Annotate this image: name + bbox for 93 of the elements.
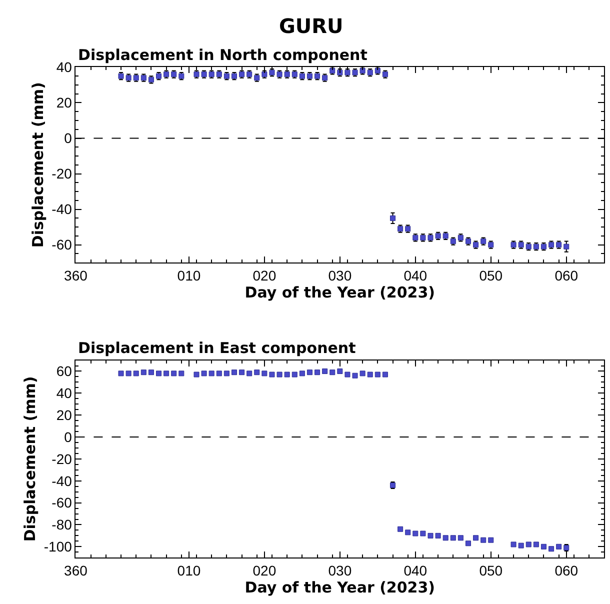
x-tick-label: 040 xyxy=(404,562,428,578)
y-tick-label: 20 xyxy=(56,94,72,111)
point xyxy=(526,542,532,548)
y-tick-label: -20 xyxy=(52,166,72,182)
y-tick-label: -100 xyxy=(44,538,72,555)
point xyxy=(269,372,275,378)
point xyxy=(164,370,170,376)
x-tick-label: 030 xyxy=(328,562,352,578)
point xyxy=(254,370,260,376)
point xyxy=(518,542,524,548)
x-tick-label: 030 xyxy=(328,267,352,284)
point xyxy=(473,535,479,541)
chart-title: GURU xyxy=(279,14,344,38)
point xyxy=(352,372,358,378)
point xyxy=(239,370,245,376)
point xyxy=(276,372,282,378)
point xyxy=(556,544,562,550)
y-tick-label: -60 xyxy=(52,494,72,511)
point xyxy=(360,370,366,376)
point xyxy=(533,542,539,548)
point xyxy=(450,535,456,541)
point xyxy=(412,530,418,536)
y-tick-label: -80 xyxy=(52,516,72,533)
y-tick-label: 0 xyxy=(64,130,72,146)
y-tick-label: 20 xyxy=(56,406,72,423)
y-tick-label: -60 xyxy=(52,236,72,253)
point xyxy=(548,546,554,552)
point xyxy=(337,368,343,374)
point xyxy=(148,370,154,376)
point xyxy=(231,370,237,376)
point xyxy=(428,532,434,538)
x-tick-label: 060 xyxy=(554,267,578,284)
x-tick-label: 360 xyxy=(64,267,88,284)
point xyxy=(284,372,290,378)
x-tick-label: 360 xyxy=(64,562,88,578)
x-axis-title: Day of the Year (2023) xyxy=(244,578,436,596)
point xyxy=(262,370,268,376)
point xyxy=(367,372,373,378)
point xyxy=(314,370,320,376)
point xyxy=(201,370,207,376)
point xyxy=(344,372,350,378)
y-axis-title: Displacement (mm) xyxy=(21,376,40,542)
point xyxy=(405,530,411,536)
point xyxy=(126,370,132,376)
point xyxy=(564,244,570,250)
point xyxy=(510,542,516,548)
point xyxy=(299,370,305,376)
x-tick-label: 050 xyxy=(479,562,503,578)
x-tick-label: 010 xyxy=(177,267,201,284)
point xyxy=(390,215,396,221)
point xyxy=(156,370,162,376)
y-tick-label: -40 xyxy=(52,201,72,218)
y-tick-label: -20 xyxy=(52,450,72,467)
point xyxy=(374,372,380,378)
x-tick-label: 060 xyxy=(554,562,578,578)
point xyxy=(216,370,222,376)
chart-subtitle: Displacement in East component xyxy=(78,339,356,357)
point xyxy=(118,370,124,376)
x-tick-label: 040 xyxy=(404,267,428,284)
x-tick-label: 020 xyxy=(252,562,276,578)
point xyxy=(306,370,312,376)
point xyxy=(420,530,426,536)
point xyxy=(465,540,471,546)
point xyxy=(382,372,388,378)
point xyxy=(178,370,184,376)
point xyxy=(133,370,139,376)
x-tick-label: 010 xyxy=(177,562,201,578)
point xyxy=(480,537,486,543)
point xyxy=(140,370,146,376)
point xyxy=(194,372,200,378)
point xyxy=(292,372,298,378)
y-tick-label: -40 xyxy=(52,472,72,489)
y-axis-title: Displacement (mm) xyxy=(28,82,47,248)
point xyxy=(208,370,214,376)
point xyxy=(171,370,177,376)
y-tick-label: 40 xyxy=(56,59,72,76)
point xyxy=(442,535,448,541)
point xyxy=(458,535,464,541)
y-tick-label: 60 xyxy=(56,363,72,380)
point xyxy=(224,370,230,376)
point xyxy=(435,532,441,538)
point xyxy=(330,370,336,376)
point xyxy=(246,370,252,376)
point xyxy=(540,544,546,550)
x-axis-title: Day of the Year (2023) xyxy=(244,283,436,302)
y-tick-label: 0 xyxy=(64,428,72,445)
chart-subtitle: Displacement in North component xyxy=(78,46,368,64)
point xyxy=(398,526,404,532)
x-tick-label: 020 xyxy=(252,267,276,284)
point xyxy=(488,537,494,543)
y-tick-label: 40 xyxy=(56,385,72,402)
point xyxy=(322,368,328,374)
x-tick-label: 050 xyxy=(479,267,503,284)
